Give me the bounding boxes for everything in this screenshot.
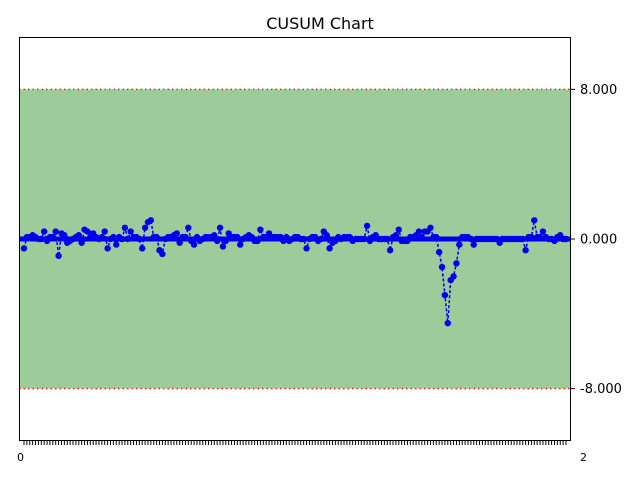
data-point — [121, 224, 129, 231]
data-point — [113, 241, 120, 248]
x-tick-label: 2 — [580, 451, 587, 464]
data-point — [176, 239, 183, 246]
data-point — [110, 233, 117, 241]
data-point — [222, 237, 230, 245]
data-point — [213, 237, 221, 245]
data-point — [219, 243, 227, 250]
data-point — [185, 224, 192, 231]
data-point — [418, 233, 426, 241]
data-point — [118, 235, 126, 243]
data-point — [360, 235, 368, 243]
data-point — [395, 226, 402, 233]
data-point — [20, 245, 28, 252]
data-point — [190, 241, 198, 248]
data-point — [392, 232, 400, 239]
data-point — [326, 245, 333, 252]
data-point — [40, 228, 48, 235]
data-point — [139, 245, 146, 252]
data-point — [182, 233, 189, 241]
data-point — [415, 228, 423, 235]
data-point — [55, 252, 62, 260]
data-point — [303, 245, 310, 252]
data-point — [444, 319, 451, 327]
data-point — [254, 237, 261, 245]
y-tick-label: 8.000 — [580, 83, 617, 98]
data-point — [363, 222, 371, 230]
data-point — [435, 248, 443, 256]
data-point — [384, 235, 391, 243]
data-point — [386, 247, 394, 254]
data-point — [441, 291, 449, 299]
data-point — [467, 235, 475, 243]
data-point — [211, 232, 218, 239]
data-point — [124, 235, 131, 243]
data-point — [427, 224, 434, 231]
data-point — [98, 233, 106, 241]
data-point — [536, 233, 544, 241]
data-point — [234, 233, 241, 241]
data-point — [101, 228, 108, 235]
x-tick-label: 0 — [17, 451, 24, 464]
data-point — [300, 235, 307, 243]
data-point — [519, 235, 526, 243]
data-point — [470, 241, 477, 248]
data-point — [257, 226, 264, 233]
y-tick-label: 0.000 — [580, 233, 617, 248]
data-point — [522, 247, 529, 254]
data-point — [323, 232, 330, 239]
data-point — [127, 228, 134, 235]
cusum-series — [19, 217, 571, 327]
data-point — [438, 263, 446, 271]
data-point — [456, 241, 463, 248]
data-point — [562, 235, 570, 243]
data-point — [38, 235, 45, 243]
data-point — [78, 239, 85, 246]
data-point — [539, 228, 547, 235]
data-point — [237, 241, 244, 248]
y-tick-label: -8.000 — [580, 382, 622, 397]
plot-frame — [19, 37, 571, 441]
data-point — [159, 250, 166, 258]
data-point — [147, 217, 155, 224]
data-point — [450, 273, 457, 280]
data-point — [531, 217, 538, 224]
data-point — [453, 260, 460, 267]
data-point — [173, 230, 180, 237]
data-point — [52, 228, 59, 235]
data-point — [75, 232, 82, 239]
data-point — [136, 235, 143, 243]
data-point — [104, 245, 111, 252]
data-point — [433, 233, 440, 241]
data-point — [216, 224, 224, 231]
data-point — [84, 228, 91, 235]
data-point — [317, 235, 325, 243]
y-axis-ticks: 8.000 0.000 -8.000 — [571, 83, 622, 397]
data-point — [61, 232, 68, 239]
data-point — [528, 233, 535, 241]
chart-title: CUSUM Chart — [266, 14, 374, 33]
data-point — [49, 233, 57, 241]
data-point — [153, 233, 160, 241]
data-point — [141, 224, 149, 231]
